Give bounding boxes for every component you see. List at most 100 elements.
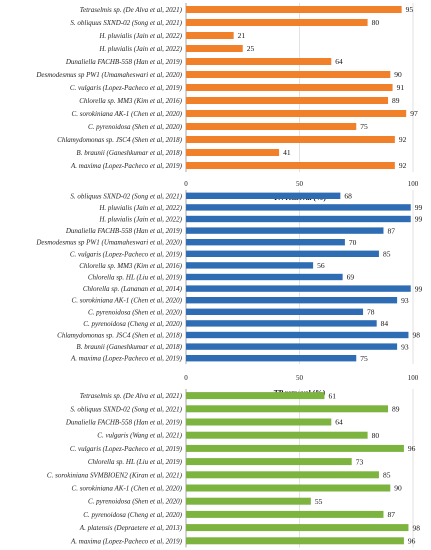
category-label: C. pyrenoidosa (Shen et al, 2020): [88, 308, 183, 316]
category-label: Tetraselmis sp. (De Alva et al, 2021): [80, 6, 183, 14]
category-label: Dunaliella FACHB-558 (Han et al, 2019): [65, 227, 183, 235]
bar-0-12: [186, 162, 395, 169]
value-label: 64: [335, 418, 343, 427]
value-label: 70: [349, 238, 357, 247]
category-label: Desmodesmus sp PW1 (Umamaheswari et al, …: [35, 71, 182, 79]
category-label: B. braunii (Ganeshkumar et al, 2018): [76, 343, 182, 351]
value-label: 99: [415, 284, 423, 293]
category-label: Chlorella sp. MM3 (Kim et al, 2016): [79, 262, 182, 270]
category-label: S. obliquus SXND-02 (Song et al, 2021): [70, 192, 182, 200]
value-label: 90: [394, 484, 402, 493]
category-label: Dunaliella FACHB-558 (Han et al, 2019): [65, 419, 183, 427]
bar-1-11: [186, 320, 377, 327]
category-label: Chlorella sp. HL (Liu et al, 2019): [88, 274, 183, 282]
category-label: H. pluvialis (Jain et al, 2022): [98, 216, 182, 224]
category-label: A. maxima (Lopez-Pacheco et al, 2019): [70, 537, 183, 545]
value-label: 96: [408, 537, 416, 546]
category-label: Tetraselmis sp. (De Alva et al, 2021): [80, 392, 183, 400]
category-label: S. obliquus SXND-02 (Song et al, 2021): [70, 19, 182, 27]
bar-2-8: [186, 497, 311, 505]
value-label: 21: [238, 31, 246, 40]
bar-2-5: [186, 458, 352, 466]
bar-2-1: [186, 405, 389, 413]
bar-1-13: [186, 343, 398, 350]
value-label: 80: [372, 431, 380, 440]
category-label: A. maxima (Lopez-Pacheco et al, 2019): [70, 162, 183, 170]
bar-1-2: [186, 215, 411, 223]
bar-2-11: [186, 537, 404, 545]
x-tick-label: 0: [184, 374, 188, 382]
value-label: 85: [383, 250, 391, 259]
category-label: Chlamydomonas sp. JSC4 (Shen et al, 2018…: [57, 136, 182, 144]
bar-1-4: [186, 239, 345, 246]
category-label: H. pluvialis (Jain et al, 2022): [98, 45, 182, 53]
x-tick-label: 50: [296, 374, 304, 382]
value-label: 41: [283, 148, 291, 157]
bar-2-0: [186, 392, 325, 400]
bar-1-9: [186, 297, 398, 304]
category-label: C. vulgaris (Lopez-Pacheco et al, 2019): [70, 445, 183, 453]
value-label: 80: [372, 18, 380, 27]
value-label: 75: [360, 354, 368, 363]
category-label: Dunaliella FACHB-558 (Han et al, 2019): [65, 58, 183, 66]
value-label: 98: [412, 523, 420, 532]
value-label: 87: [387, 510, 395, 519]
category-label: C. sorokiniana SVMBIOEN2 (Kiran et al, 2…: [47, 471, 183, 479]
value-label: 89: [392, 96, 400, 105]
category-label: B. braunii (Ganeshkumar et al, 2018): [76, 149, 182, 157]
category-label: A. maxima (Lopez-Pacheco et al, 2019): [70, 355, 183, 363]
category-label: S. obliquus SXND-02 (Song et al, 2021): [70, 405, 182, 413]
bar-2-10: [186, 524, 409, 532]
value-label: 84: [381, 319, 389, 328]
x-tick-label: 50: [296, 180, 304, 188]
bar-2-3: [186, 431, 368, 439]
category-label: Desmodesmus sp PW1 (Umamaheswari et al, …: [35, 239, 182, 247]
bar-2-6: [186, 471, 379, 479]
category-label: C. pyrenoidosa (Shen et al, 2020): [88, 498, 183, 506]
value-label: 99: [415, 215, 423, 224]
bar-1-8: [186, 285, 411, 292]
value-label: 68: [344, 192, 352, 201]
value-label: 25: [247, 44, 255, 53]
bar-1-6: [186, 262, 314, 269]
value-label: 95: [406, 5, 414, 14]
bar-1-1: [186, 204, 411, 211]
value-label: 61: [328, 391, 336, 400]
bar-1-12: [186, 331, 409, 339]
bar-1-10: [186, 308, 364, 315]
bar-0-2: [186, 32, 234, 39]
category-label: C. pyrenoidosa (Shen et al, 2020): [88, 123, 183, 131]
category-label: C. sorokiniana AK-1 (Chen et al, 2020): [72, 110, 183, 118]
category-label: Chlamydomonas sp. JSC4 (Shen et al, 2018…: [57, 332, 182, 340]
value-label: 89: [392, 405, 400, 414]
value-label: 78: [367, 308, 375, 317]
category-label: C. sorokiniana AK-1 (Chen et al, 2020): [72, 485, 183, 493]
value-label: 93: [401, 342, 409, 351]
category-label: C. pyrenoidosa (Cheng et al, 2020): [83, 511, 182, 519]
value-label: 56: [317, 261, 325, 270]
bar-2-9: [186, 510, 384, 518]
bar-0-11: [186, 149, 280, 156]
value-label: 85: [383, 471, 391, 480]
category-label: A. platensis (Depraetere et al, 2013): [79, 524, 183, 532]
value-label: 92: [399, 135, 407, 144]
value-label: 90: [394, 70, 402, 79]
bar-2-7: [186, 484, 391, 492]
category-label: C. vulgaris (Wang et al, 2021): [97, 432, 182, 440]
value-label: 73: [356, 457, 364, 466]
x-tick-label: 0: [184, 180, 188, 188]
value-label: 93: [401, 296, 409, 305]
bar-0-8: [186, 110, 407, 117]
category-label: C. pyrenoidosa (Cheng et al, 2020): [83, 320, 182, 328]
value-label: 75: [360, 122, 368, 131]
bar-0-4: [186, 58, 332, 65]
bar-0-9: [186, 123, 357, 130]
bar-0-10: [186, 136, 395, 143]
category-label: C. vulgaris (Lopez-Pacheco et al, 2019): [70, 250, 183, 258]
category-label: Chlorella sp. MM3 (Kim et al, 2016): [79, 97, 182, 105]
category-label: H. pluvialis (Jain et al, 2022): [98, 32, 182, 40]
bar-1-5: [186, 250, 379, 257]
bar-0-6: [186, 84, 393, 91]
value-label: 91: [397, 83, 405, 92]
x-tick-label: 100: [408, 180, 419, 188]
